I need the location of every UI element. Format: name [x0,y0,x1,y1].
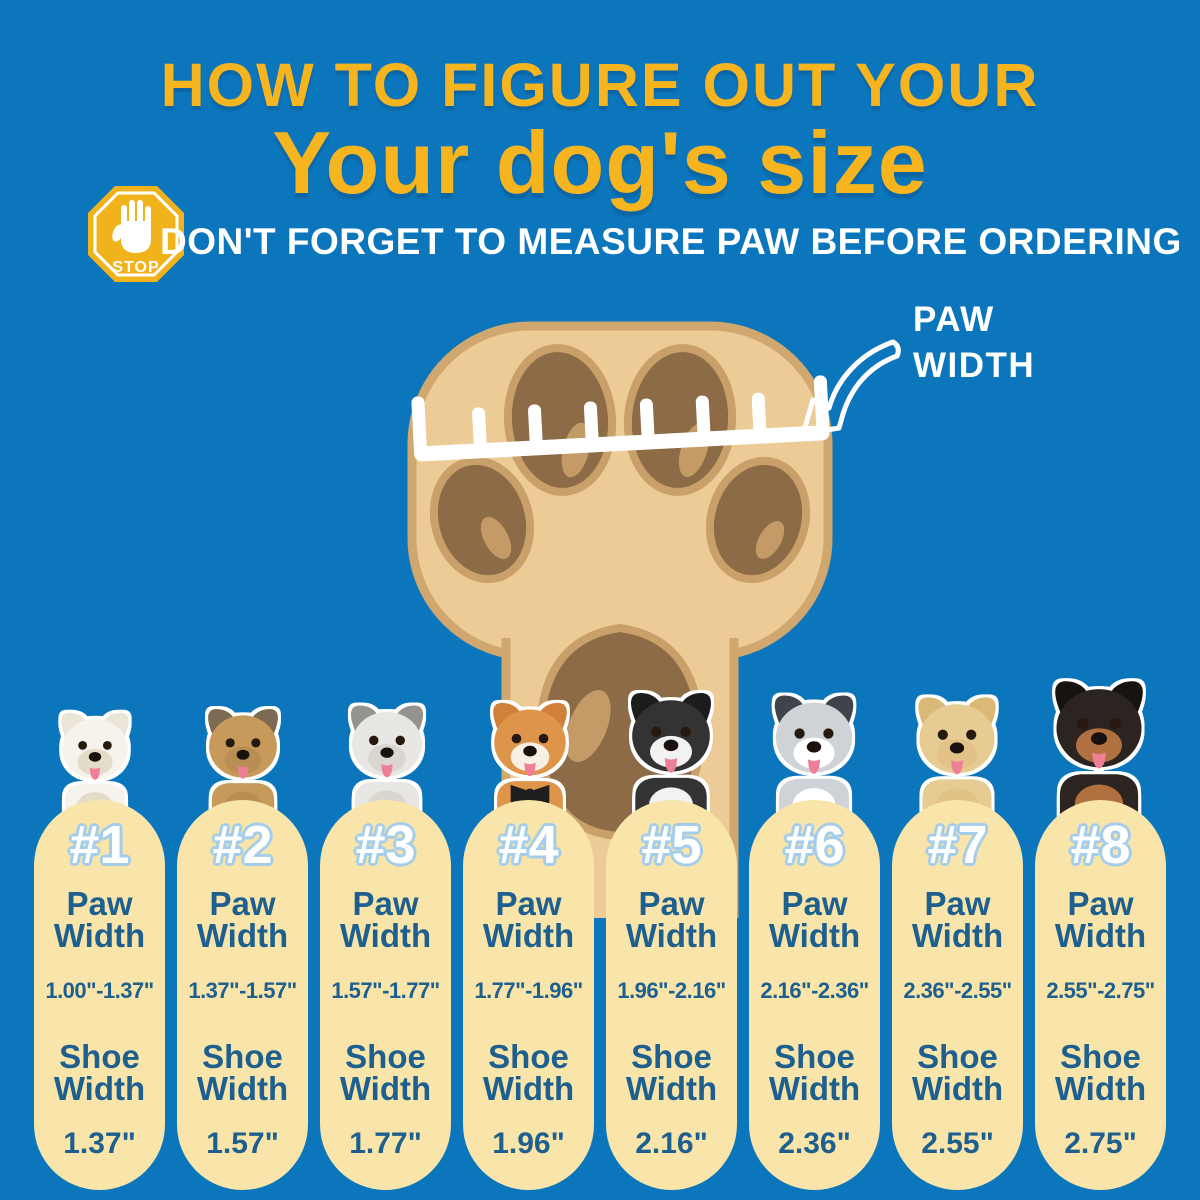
shoe-width-heading: Shoe Width [339,1037,432,1107]
dog-photo-shiba-inu [472,690,588,823]
dog-photo-rottweiler [1030,666,1168,824]
size-column: #4 Paw Width 1.77"-1.96" Shoe Width 1.96… [463,800,594,1190]
shoe-width-value: 2.16" [635,1127,708,1161]
size-number: #2 [212,815,273,875]
stop-sign-label: STOP [112,259,159,276]
dog-icon [493,702,567,823]
dog-icon [1055,681,1143,824]
size-number: #1 [69,815,130,875]
size-column: #6 Paw Width 2.16"-2.36" Shoe Width 2.36… [749,800,880,1190]
size-number: #4 [498,815,559,875]
ruler-icon [411,375,830,462]
paw-width-range: 1.96"-2.16" [617,977,726,1003]
curved-arrow-icon [800,339,901,437]
shoe-width-value: 2.55" [921,1127,994,1161]
dog-photo-golden-retriever [896,684,1018,824]
shoe-width-value: 1.57" [206,1127,279,1161]
size-number: #5 [641,815,702,875]
dog-icon [918,697,996,824]
shoe-width-heading: Shoe Width [911,1037,1004,1107]
paw-width-range: 1.00"-1.37" [45,977,154,1003]
hand-icon [112,200,151,253]
shoe-width-value: 1.77" [349,1127,422,1161]
dog-icon [631,693,711,824]
paw-width-range: 2.16"-2.36" [760,977,869,1003]
size-number: #3 [355,815,416,875]
shoe-width-heading: Shoe Width [625,1037,718,1107]
shoe-width-heading: Shoe Width [482,1037,575,1107]
size-column: #7 Paw Width 2.36"-2.55" Shoe Width 2.55… [892,800,1023,1190]
size-number: #8 [1070,815,1131,875]
paw-width-heading: Paw Width [339,885,432,955]
paw-width-heading: Paw Width [1054,885,1147,955]
stop-sign-icon: STOP [88,186,184,282]
dog-photo-husky [752,682,876,824]
paw-width-range: 1.77"-1.96" [474,977,583,1003]
paw-width-label: PAW WIDTH [913,300,1036,386]
paw-width-range: 1.37"-1.57" [188,977,297,1003]
dog-icon [774,695,854,824]
shoe-width-value: 2.36" [778,1127,851,1161]
measure-warning-text: DON'T FORGET TO MEASURE PAW BEFORE ORDER… [160,221,1182,262]
dog-photo-border-collie [608,679,734,824]
shoe-width-heading: Shoe Width [196,1037,289,1107]
page-title-line1: HOW TO FIGURE OUT YOUR [160,51,1040,119]
paw-width-range: 2.55"-2.75" [1046,977,1155,1003]
size-column: #1 Paw Width 1.00"-1.37" Shoe Width 1.37… [34,800,165,1190]
paw-width-heading: Paw Width [482,885,575,955]
page-title-line2: Your dog's size [272,113,928,212]
paw-width-heading: Paw Width [53,885,146,955]
shoe-width-value: 2.75" [1064,1127,1137,1161]
paw-width-heading: Paw Width [625,885,718,955]
paw-width-heading: Paw Width [196,885,289,955]
size-number: #6 [784,815,845,875]
paw-width-range: 1.57"-1.77" [331,977,440,1003]
size-column: #8 Paw Width 2.55"-2.75" Shoe Width 2.75… [1035,800,1166,1190]
shoe-width-heading: Shoe Width [768,1037,861,1107]
shoe-width-heading: Shoe Width [53,1037,146,1107]
size-columns: #1 Paw Width 1.00"-1.37" Shoe Width 1.37… [34,800,1166,1190]
size-column: #2 Paw Width 1.37"-1.57" Shoe Width 1.57… [177,800,308,1190]
shoe-width-heading: Shoe Width [1054,1037,1147,1107]
size-column: #5 Paw Width 1.96"-2.16" Shoe Width 2.16… [606,800,737,1190]
paw-width-range: 2.36"-2.55" [903,977,1012,1003]
paw-width-heading: Paw Width [768,885,861,955]
size-column: #3 Paw Width 1.57"-1.77" Shoe Width 1.77… [320,800,451,1190]
size-number: #7 [927,815,988,875]
shoe-width-value: 1.37" [63,1127,136,1161]
paw-width-heading: Paw Width [911,885,1004,955]
shoe-width-value: 1.96" [492,1127,565,1161]
